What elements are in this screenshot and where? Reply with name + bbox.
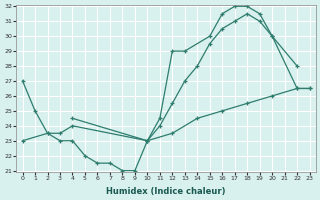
X-axis label: Humidex (Indice chaleur): Humidex (Indice chaleur): [106, 187, 226, 196]
